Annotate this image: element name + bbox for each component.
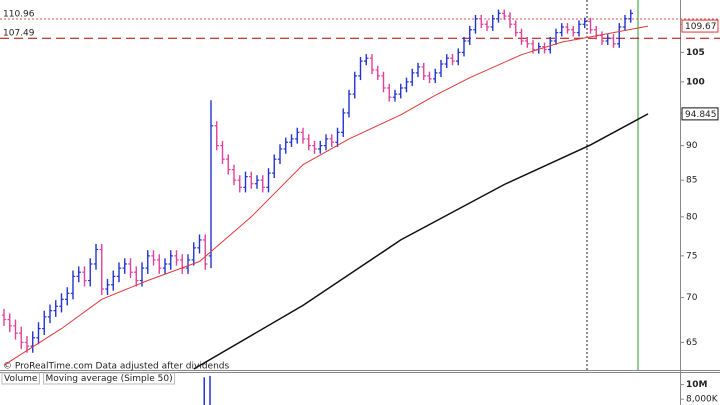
y-tick-label: 70 (686, 293, 698, 303)
y-tick-label: 75 (686, 251, 697, 261)
y-tick-label: 8,000K (686, 395, 719, 405)
moving-average (193, 113, 649, 370)
legend-entry: Volume (4, 374, 38, 384)
moving-average (3, 25, 649, 366)
level-label: 107.49 (3, 29, 35, 39)
legend-box (1, 372, 40, 385)
y-tick-label: 65 (686, 338, 697, 348)
level-label: 110.96 (3, 9, 35, 19)
legend-box (42, 372, 176, 385)
last-value-label: 109.67 (685, 22, 717, 32)
y-tick-label: 105 (686, 48, 705, 58)
y-tick-label: 85 (686, 176, 697, 186)
last-value-label: 94.845 (685, 110, 717, 120)
legend-entry: Moving average (Simple 50) (45, 374, 172, 384)
y-tick-label: 10M (686, 380, 708, 390)
last-value-box (681, 107, 719, 121)
last-value-box (681, 19, 719, 33)
source-note: © ProRealTime.com Data adjusted after di… (3, 362, 229, 372)
y-tick-label: 100 (686, 77, 705, 87)
y-tick-label: 90 (686, 141, 698, 151)
y-tick-label: 80 (686, 212, 698, 222)
